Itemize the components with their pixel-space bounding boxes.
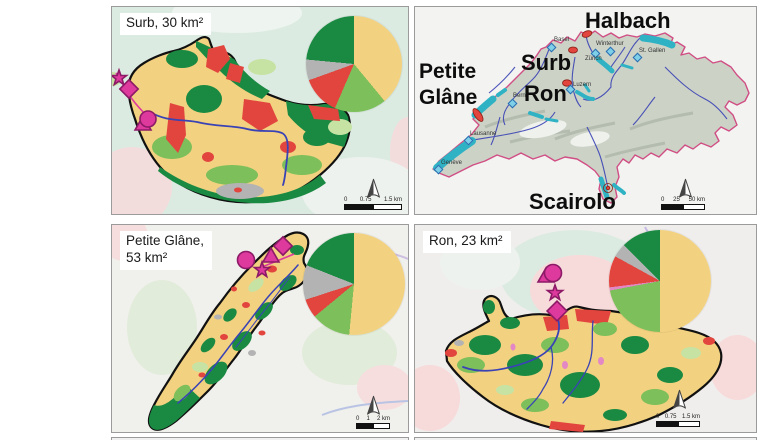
scale-label: 0 xyxy=(661,197,665,203)
cropped-next-panel-edge xyxy=(111,437,409,440)
petite-glane-urban-patches xyxy=(198,265,277,378)
switzerland-scale-bar: 0 25 50 km xyxy=(661,197,705,210)
scale-label: 0 xyxy=(656,414,660,420)
petite-glane-monitoring-markers xyxy=(236,235,294,279)
panel-petite-glane-map: Petite Glâne, 53 km² 0 1 2 km xyxy=(111,224,409,433)
surb-scale-bar: 0 0.75 1.5 km xyxy=(344,197,402,210)
north-arrow-icon xyxy=(367,395,380,415)
circle-marker xyxy=(236,250,256,270)
ron-misc-patches xyxy=(454,340,604,369)
panel-surb-map: Surb, 30 km² 0 0.75 1.5 km xyxy=(111,6,409,215)
city-label: St. Gallen xyxy=(639,48,666,54)
triangle-marker xyxy=(261,246,281,263)
petite-glane-grassland-patches xyxy=(173,278,264,402)
scairolo-location-patch xyxy=(605,185,611,191)
scale-label: 2 km xyxy=(376,416,390,422)
landuse-pie-ron xyxy=(609,230,711,332)
diamond-marker xyxy=(272,235,294,257)
scale-label: 0 xyxy=(344,197,348,203)
star-marker xyxy=(252,259,272,279)
title-line-2: 53 km² xyxy=(126,249,168,265)
petite-glane-scale-bar: 0 1 2 km xyxy=(356,416,390,429)
north-arrow-icon xyxy=(673,389,686,409)
scale-label: 50 km xyxy=(688,197,705,203)
scale-label: 0 xyxy=(356,416,360,422)
north-arrow-icon xyxy=(679,178,692,198)
surb-location-patch xyxy=(568,46,578,54)
city-label: Basel xyxy=(554,37,570,43)
diamond-marker xyxy=(118,78,140,100)
circle-marker xyxy=(543,263,563,283)
surb-monitoring-markers xyxy=(112,67,157,131)
city-label: Bern xyxy=(513,93,526,99)
scairolo-location-ring xyxy=(603,183,613,193)
scale-label: 0.75 xyxy=(359,197,372,203)
star-marker xyxy=(112,67,129,87)
panel-ron-map: Ron, 23 km² 0 0.75 1.5 km xyxy=(414,224,757,433)
catchment-label-halbach: Halbach xyxy=(585,8,671,33)
surb-catchment-svg xyxy=(112,35,352,204)
ron-urban-patches xyxy=(445,309,715,432)
cropped-next-panel-edge xyxy=(414,437,757,440)
surb-panel-title: Surb, 30 km² xyxy=(120,13,212,35)
circle-marker xyxy=(139,110,157,128)
scale-label: 1.5 km xyxy=(681,414,700,420)
scale-label: 1.5 km xyxy=(383,197,402,203)
ron-monitoring-markers xyxy=(536,263,569,323)
diamond-marker xyxy=(545,299,569,323)
star-marker xyxy=(545,282,565,302)
scale-label: 1 xyxy=(366,416,370,422)
scale-label: 0.75 xyxy=(664,414,677,420)
scale-label: 25 xyxy=(673,197,680,203)
halbach-location-patch xyxy=(581,30,593,38)
surb-river-line xyxy=(149,111,289,186)
catchment-label-scairolo: Scairolo xyxy=(529,189,616,214)
ron-forest-patches xyxy=(469,300,683,421)
ron-panel-title: Ron, 23 km² xyxy=(423,231,511,253)
title-line-1: Petite Glâne, xyxy=(126,233,205,248)
basemap-river-line xyxy=(321,400,408,416)
catchment-label-surb: Surb xyxy=(521,50,572,75)
landuse-pie-petite-glane xyxy=(303,233,405,335)
switzerland-alps-snow xyxy=(519,119,610,147)
city-label: Genève xyxy=(441,160,463,166)
catchment-label-ron: Ron xyxy=(524,81,567,106)
panel-switzerland-overview-map: Basel Winterthur Zürich St. Gallen Luzer… xyxy=(414,6,757,215)
city-label: Zürich xyxy=(585,56,602,62)
ron-scale-bar: 0 0.75 1.5 km xyxy=(656,414,700,427)
petite-glane-river-line xyxy=(177,264,299,404)
catchment-label-petite-glane: Petite Glâne xyxy=(419,60,478,110)
ron-river-lines xyxy=(462,318,594,410)
surb-urban-patches xyxy=(166,45,340,162)
north-arrow-icon xyxy=(367,178,380,198)
city-label: Winterthur xyxy=(596,41,624,47)
city-label: Luzern xyxy=(573,82,592,88)
petite-glane-location-patch xyxy=(472,108,484,122)
landuse-pie-surb xyxy=(306,16,402,112)
petite-glane-panel-title: Petite Glâne, 53 km² xyxy=(120,231,213,270)
surb-quarry-patch xyxy=(216,183,264,199)
city-label: Lausanne xyxy=(470,131,497,137)
petite-glane-tributary-line xyxy=(235,276,291,348)
